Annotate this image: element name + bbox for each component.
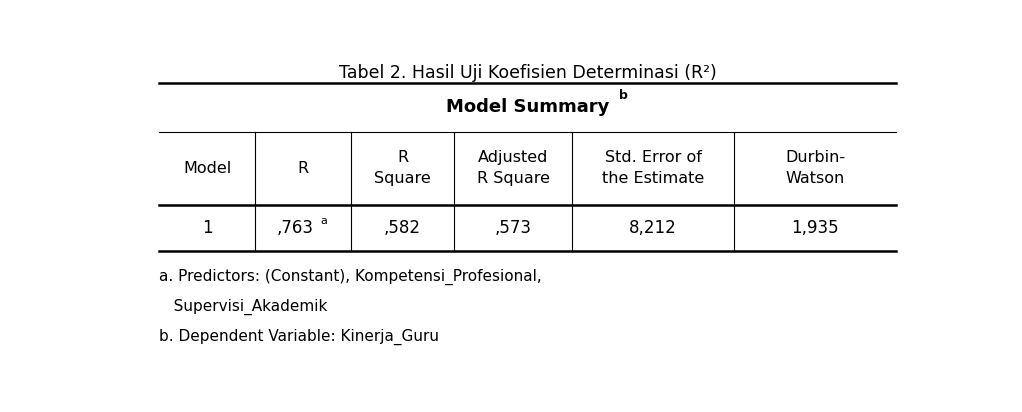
Text: b. Dependent Variable: Kinerja_Guru: b. Dependent Variable: Kinerja_Guru <box>159 329 439 345</box>
Text: R: R <box>297 161 309 176</box>
Text: a. Predictors: (Constant), Kompetensi_Profesional,: a. Predictors: (Constant), Kompetensi_Pr… <box>159 268 543 285</box>
Text: Model Summary: Model Summary <box>446 98 609 116</box>
Text: 1,935: 1,935 <box>791 219 839 237</box>
Text: ,582: ,582 <box>384 219 421 237</box>
Text: Adjusted
R Square: Adjusted R Square <box>476 150 550 186</box>
Text: 1: 1 <box>202 219 213 237</box>
Text: Tabel 2. Hasil Uji Koefisien Determinasi (R²): Tabel 2. Hasil Uji Koefisien Determinasi… <box>339 64 716 82</box>
Text: 8,212: 8,212 <box>630 219 677 237</box>
Text: ,573: ,573 <box>495 219 531 237</box>
Text: Supervisi_Akademik: Supervisi_Akademik <box>159 298 328 315</box>
Text: Std. Error of
the Estimate: Std. Error of the Estimate <box>602 150 704 186</box>
Text: Durbin-
Watson: Durbin- Watson <box>785 150 845 186</box>
Text: a: a <box>321 216 327 226</box>
Text: Model: Model <box>183 161 231 176</box>
Text: ,763: ,763 <box>277 219 314 237</box>
Text: R
Square: R Square <box>374 150 431 186</box>
Text: b: b <box>619 89 628 102</box>
